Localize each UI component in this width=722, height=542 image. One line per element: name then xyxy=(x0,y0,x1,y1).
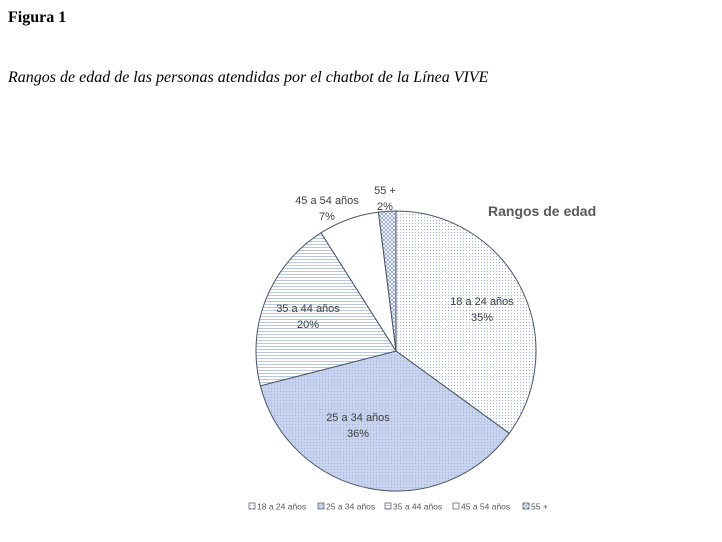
legend-label: 35 a 44 años xyxy=(393,502,442,512)
slice-value-label: 35% xyxy=(471,312,493,324)
slice-category-label: 55 + xyxy=(374,185,396,197)
legend-swatch xyxy=(384,502,392,510)
slice-category-label: 45 a 54 años xyxy=(295,195,359,207)
legend-item: 25 a 34 años xyxy=(317,502,375,512)
legend-swatch xyxy=(452,502,460,510)
slice-value-label: 7% xyxy=(319,211,335,223)
pie-slice xyxy=(377,210,397,352)
slice-category-label: 18 a 24 años xyxy=(450,296,514,308)
slice-value-label: 2% xyxy=(377,201,393,213)
legend-item: 35 a 44 años xyxy=(384,502,442,512)
pie-slice xyxy=(395,210,537,434)
pie-slice xyxy=(259,350,510,492)
slice-category-label: 25 a 34 años xyxy=(326,412,390,424)
pie-slice xyxy=(255,232,397,387)
legend-swatch xyxy=(522,502,530,510)
legend-label: 45 a 54 años xyxy=(461,502,510,512)
legend-swatch xyxy=(317,502,325,510)
legend-item: 18 a 24 años xyxy=(248,502,306,512)
legend-label: 55 + xyxy=(531,502,548,512)
legend-label: 25 a 34 años xyxy=(326,502,375,512)
slice-category-label: 35 a 44 años xyxy=(276,303,340,315)
legend-item: 55 + xyxy=(522,502,548,512)
slice-value-label: 20% xyxy=(297,319,319,331)
figure-label: Figura 1 xyxy=(8,9,67,26)
legend-item: 45 a 54 años xyxy=(452,502,510,512)
figure-caption: Rangos de edad de las personas atendidas… xyxy=(8,69,489,86)
slice-value-label: 36% xyxy=(347,428,369,440)
legend-swatch xyxy=(248,502,256,510)
chart-title: Rangos de edad xyxy=(488,203,596,219)
legend-label: 18 a 24 años xyxy=(257,502,306,512)
